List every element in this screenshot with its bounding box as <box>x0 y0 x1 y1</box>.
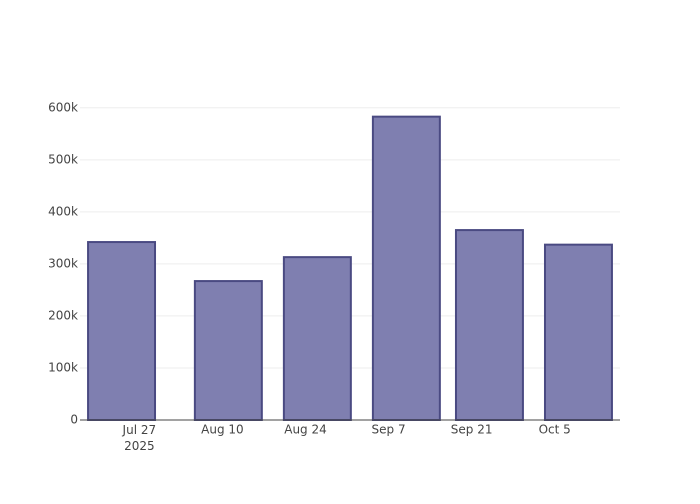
x-tick-label: Sep 7 <box>372 423 406 437</box>
y-tick-label: 500k <box>48 152 78 166</box>
y-tick-label: 300k <box>48 256 78 270</box>
bar <box>282 256 352 421</box>
bar <box>193 280 263 422</box>
y-tick-label: 200k <box>48 308 78 322</box>
x-tick-label: Sep 21 <box>451 423 493 437</box>
y-tick-label: 400k <box>48 204 78 218</box>
bar <box>454 229 524 421</box>
x-tick-label: Aug 24 <box>284 423 327 437</box>
y-tick-label: 0 <box>70 413 78 427</box>
x-tick-label: Jul 27 2025 <box>122 423 157 453</box>
bar <box>371 115 441 421</box>
x-tick-label: Aug 10 <box>201 423 244 437</box>
y-tick-label: 600k <box>48 100 78 114</box>
bar <box>543 243 613 421</box>
y-tick-label: 100k <box>48 360 78 374</box>
bar <box>87 241 157 421</box>
x-tick-label: Oct 5 <box>539 423 571 437</box>
